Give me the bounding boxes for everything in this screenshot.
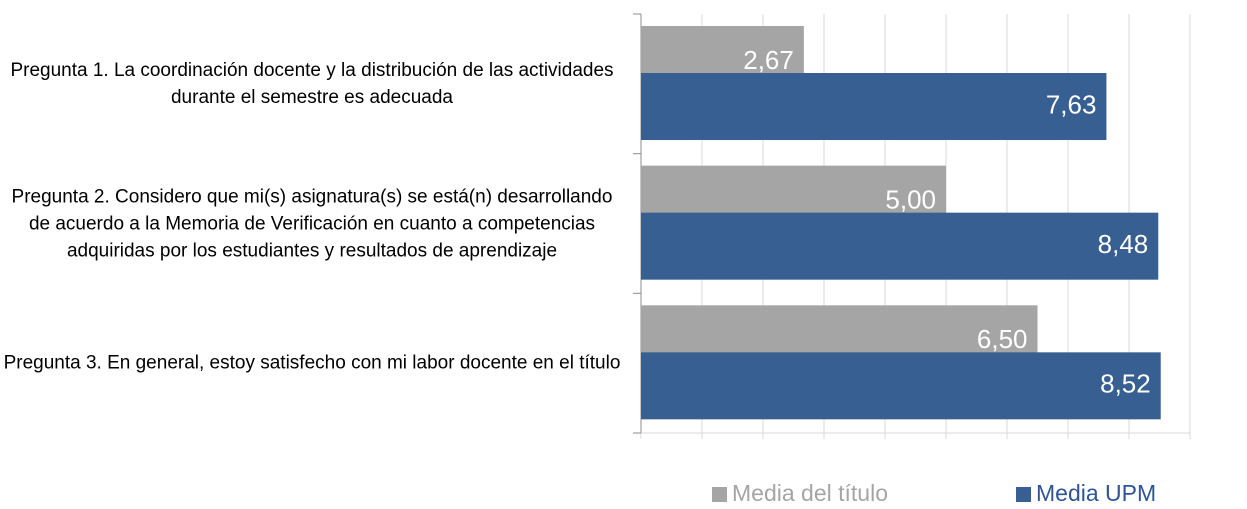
legend-swatch: [1016, 487, 1031, 502]
category-label: Pregunta 1. La coordinación docente y la…: [10, 59, 614, 108]
bar: [641, 73, 1107, 140]
category-label: Pregunta 2. Considero que mi(s) asignatu…: [11, 186, 613, 261]
data-label: 2,67: [743, 45, 794, 75]
bar: [641, 212, 1159, 280]
data-label: 6,50: [977, 324, 1028, 354]
data-label: 5,00: [885, 185, 936, 215]
legend-label: Media UPM: [1036, 480, 1156, 506]
category-label: Pregunta 3. En general, estoy satisfecho…: [3, 352, 621, 374]
data-label: 8,48: [1098, 229, 1149, 259]
legend-label: Media del título: [732, 480, 888, 506]
bar: [641, 352, 1161, 420]
data-label: 8,52: [1100, 369, 1151, 399]
data-label: 7,63: [1046, 89, 1097, 119]
legend-swatch: [712, 487, 727, 502]
